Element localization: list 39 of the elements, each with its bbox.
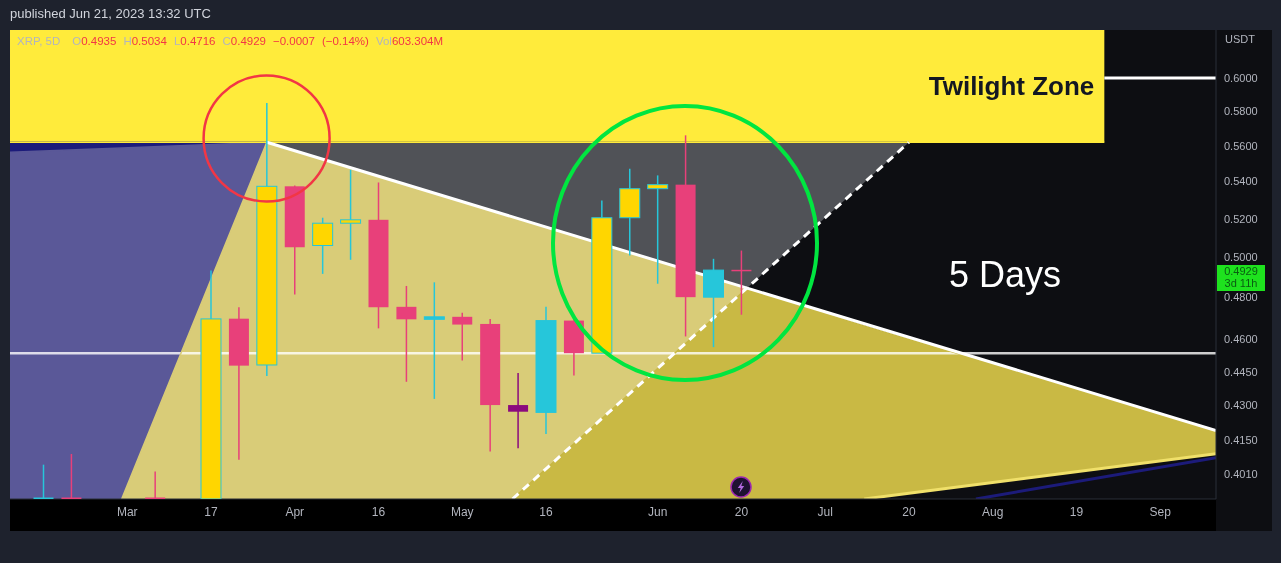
candlestick	[396, 285, 417, 383]
candlestick	[312, 216, 334, 275]
x-tick-label: Aug	[981, 504, 1004, 519]
candlestick	[647, 174, 669, 285]
x-tick-label: 17	[204, 504, 218, 519]
price-tag: 0.4929 3d 11h	[1217, 264, 1265, 291]
x-tick-label: 16	[539, 504, 553, 519]
y-tick-label: 0.5200	[1224, 212, 1258, 225]
y-tick-label: 0.6000	[1224, 71, 1258, 84]
x-tick-label: 19	[1069, 504, 1084, 519]
y-axis-title: USDT	[1225, 33, 1255, 45]
y-tick-label: 0.4300	[1224, 399, 1258, 412]
y-tick-label: 0.4010	[1224, 468, 1258, 481]
candlestick	[508, 372, 529, 450]
text: published Jun 21, 2023 13:32 UTC	[10, 6, 211, 21]
y-tick-label: 0.5400	[1224, 175, 1258, 188]
chart-title: XRP, 5D	[17, 35, 61, 47]
y-tick-label: 0.5800	[1224, 105, 1258, 118]
series-label: Twilight Zone	[928, 70, 1095, 103]
y-tick-label: 0.5600	[1224, 139, 1258, 152]
x-tick-label: 20	[902, 504, 916, 519]
x-tick-label: Sep	[1149, 504, 1172, 519]
candlestick	[452, 312, 473, 362]
annotation: 5 Days	[947, 253, 1062, 297]
x-tick-label: Jul	[817, 504, 833, 519]
x-tick-label: Mar	[116, 504, 138, 519]
x-tick-label: May	[450, 504, 474, 519]
x-tick-label: 20	[734, 504, 749, 519]
text: O0.4935 H0.5034 L0.4716 C0.4929 −0.0007 (−0.14%) Vol603.304M	[72, 35, 444, 47]
x-tick-label: Jun	[647, 504, 668, 519]
candlestick	[423, 281, 445, 400]
y-tick-label: 0.4450	[1224, 365, 1258, 378]
y-tick-label: 0.4800	[1224, 291, 1258, 304]
y-tick-label: 0.4600	[1224, 333, 1258, 346]
candlestick	[340, 169, 362, 261]
y-tick-label: 0.5000	[1224, 251, 1258, 264]
x-tick-label: 16	[371, 504, 386, 519]
x-tick-label: Apr	[285, 504, 305, 519]
y-tick-label: 0.4150	[1224, 434, 1258, 447]
